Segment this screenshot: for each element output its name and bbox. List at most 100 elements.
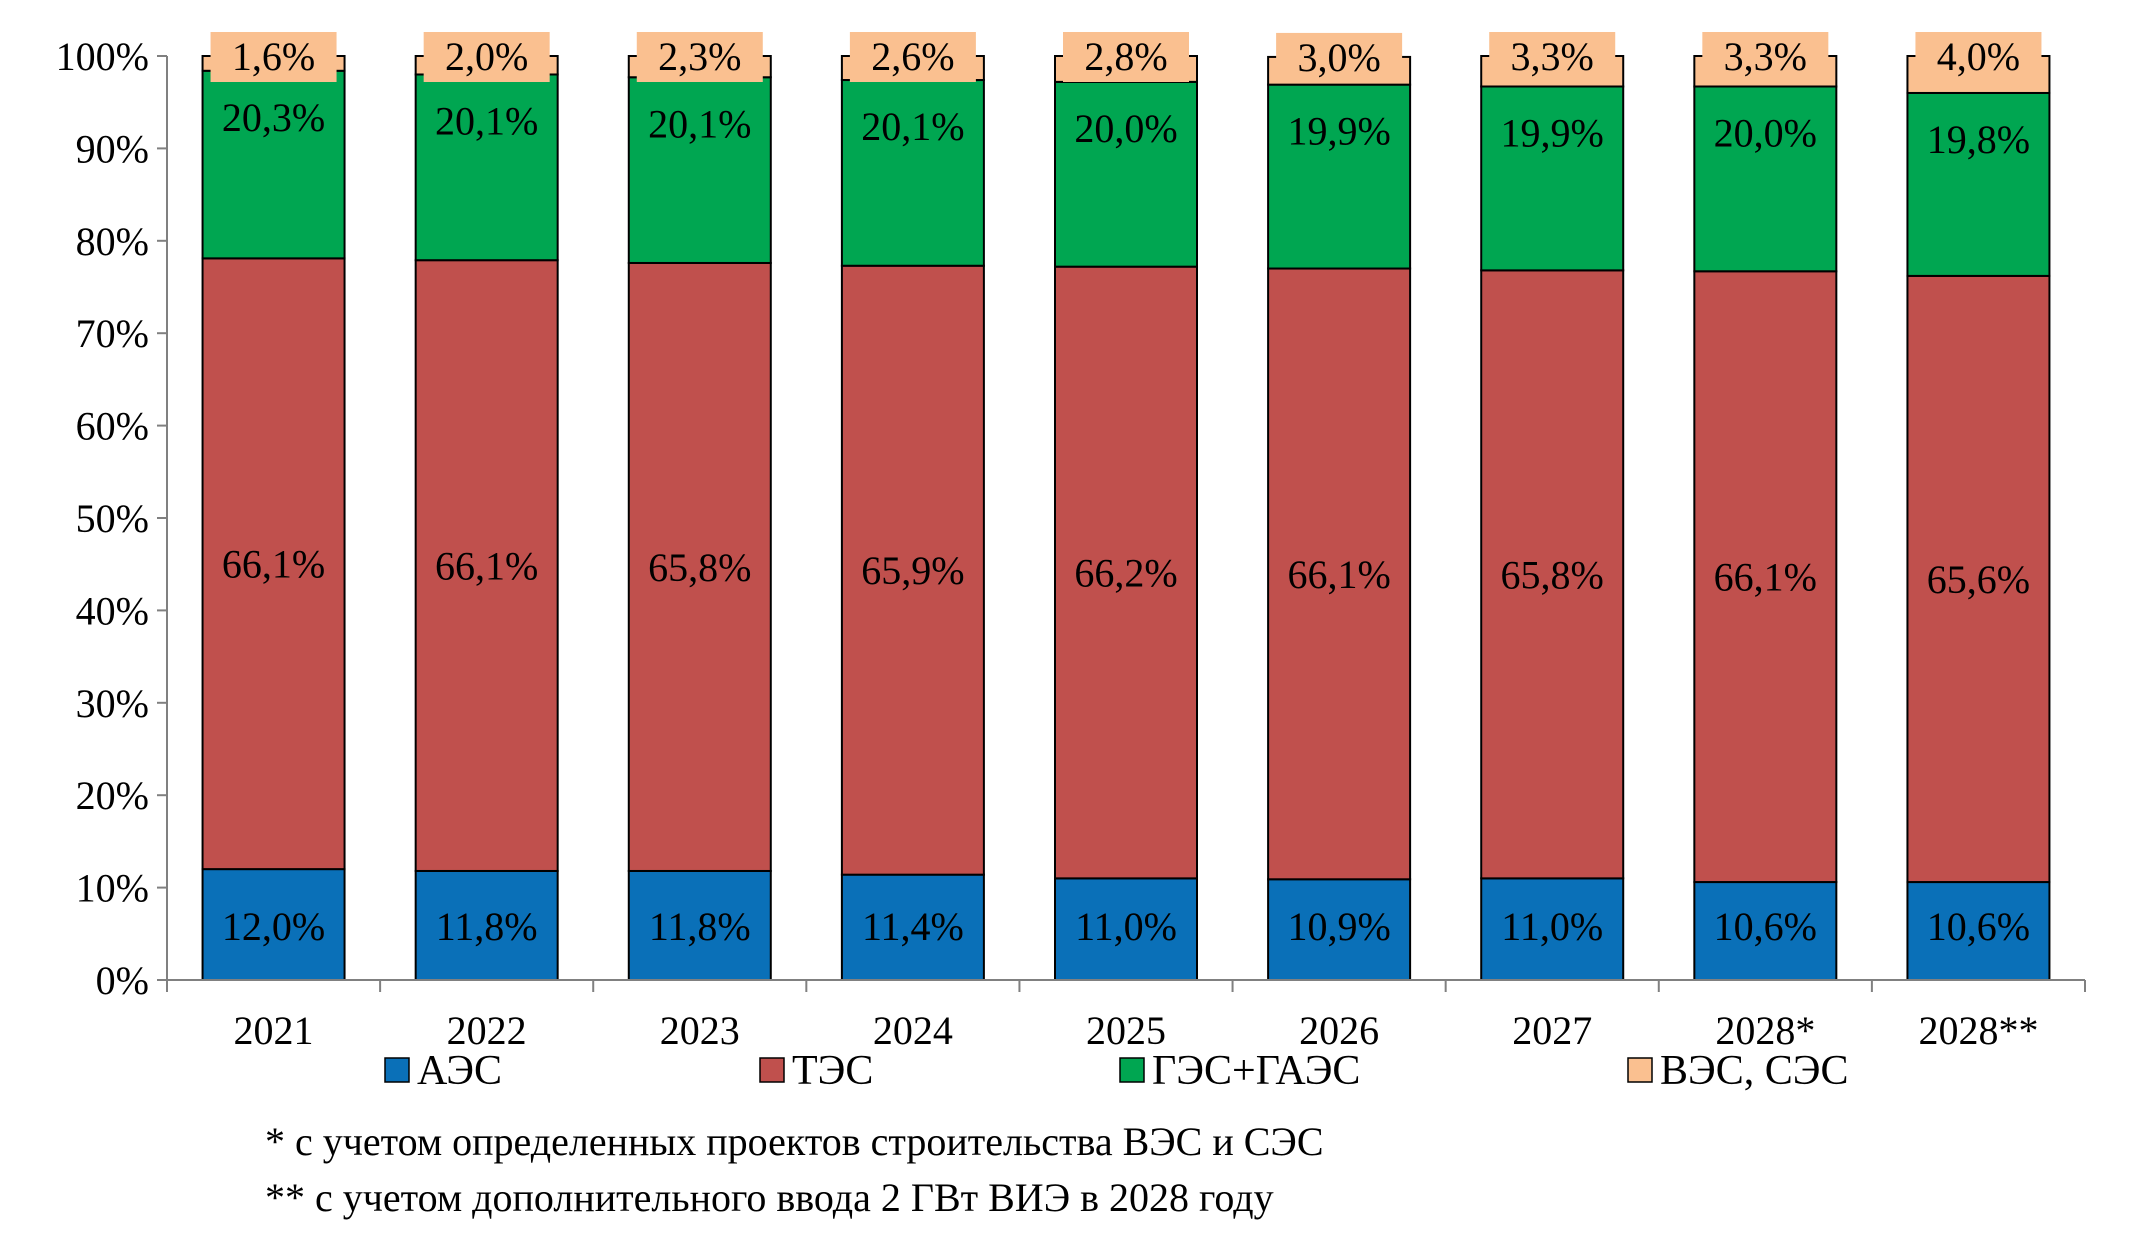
- bar-segment: [627, 76, 772, 264]
- bar-segment: [1267, 878, 1412, 981]
- data-label-box: [210, 32, 337, 82]
- data-label: 65,9%: [861, 548, 964, 593]
- x-tick-label: 2028**: [1918, 1008, 2038, 1053]
- data-label: 11,8%: [649, 904, 751, 949]
- data-label: 66,2%: [1074, 551, 1177, 596]
- data-label: 12,0%: [222, 904, 325, 949]
- data-label-box: [1063, 32, 1189, 82]
- y-tick-label: 50%: [76, 496, 149, 541]
- data-label: 19,8%: [1927, 117, 2030, 162]
- bar-segment: [1906, 274, 2051, 884]
- bar-segment: [1054, 877, 1198, 981]
- data-label-box: [849, 32, 976, 82]
- bar-segment: [1693, 85, 1838, 273]
- data-label: 3,3%: [1724, 34, 1807, 79]
- legend-swatch: [759, 1057, 785, 1083]
- legend-label: ВЭС, СЭС: [1660, 1048, 1849, 1094]
- x-tick-label: 2028*: [1715, 1008, 1815, 1053]
- segment-labels-layer: 12,0% 66,1% 20,3% 1,6% 11,8% 66,1% 20,1% 2,0% 11…: [210, 32, 2042, 949]
- data-label-box: [636, 32, 763, 82]
- legend-swatch: [384, 1057, 410, 1083]
- data-label-box: [1702, 32, 1829, 82]
- data-label: 20,1%: [861, 104, 964, 149]
- x-tick-label: 2027: [1512, 1008, 1592, 1053]
- bar-segment: [1480, 85, 1625, 272]
- data-label: 1,6%: [232, 34, 315, 79]
- data-label: 65,8%: [1501, 552, 1604, 597]
- bar-segment: [627, 869, 772, 982]
- data-label: 11,0%: [1075, 904, 1177, 949]
- x-tick-label: 2022: [447, 1008, 527, 1053]
- y-tick-label: 0%: [96, 958, 149, 1003]
- x-tick-label: 2023: [660, 1008, 740, 1053]
- legend-swatch: [1119, 1057, 1145, 1083]
- legend-label: ТЭС: [792, 1048, 873, 1094]
- x-tick-label: 2021: [234, 1008, 314, 1053]
- data-label: 65,8%: [648, 545, 751, 590]
- data-label: 11,8%: [436, 904, 538, 949]
- bar-segment: [201, 868, 346, 981]
- legend-label: ГЭС+ГАЭС: [1152, 1048, 1360, 1094]
- data-label: 20,3%: [222, 95, 325, 140]
- data-label: 65,6%: [1927, 557, 2030, 602]
- data-label: 2,3%: [658, 34, 741, 79]
- data-label: 66,1%: [1287, 552, 1390, 597]
- bar-segment: [1054, 265, 1198, 880]
- data-label: 3,3%: [1511, 34, 1594, 79]
- bar-segment: [1480, 269, 1625, 880]
- data-label: 66,1%: [1714, 555, 1817, 600]
- y-tick-label: 100%: [56, 34, 149, 79]
- footnote-1: * с учетом определенных проектов строите…: [265, 1119, 1324, 1164]
- data-label: 4,0%: [1937, 34, 2020, 79]
- data-label: 3,0%: [1297, 35, 1380, 80]
- bar-segment: [414, 259, 559, 872]
- y-tick-label: 90%: [76, 126, 149, 171]
- x-tick-label: 2026: [1299, 1008, 1379, 1053]
- data-label: 2,0%: [445, 34, 528, 79]
- bars-layer: [201, 55, 2051, 982]
- data-label: 20,1%: [435, 98, 538, 143]
- y-tick-label: 70%: [76, 311, 149, 356]
- bar-segment: [1480, 877, 1625, 981]
- data-label: 66,1%: [222, 542, 325, 587]
- legend: АЭС ТЭС ГЭС+ГАЭС ВЭС, СЭС: [384, 1048, 1849, 1094]
- y-tick-label: 40%: [76, 588, 149, 633]
- y-tick-label: 80%: [76, 219, 149, 264]
- legend-swatch: [1627, 1057, 1653, 1083]
- data-label: 20,0%: [1074, 106, 1177, 151]
- data-label: 20,1%: [648, 101, 751, 146]
- data-label: 11,0%: [1501, 904, 1603, 949]
- legend-label: АЭС: [417, 1048, 502, 1094]
- y-tick-label: 20%: [76, 773, 149, 818]
- x-tick-label: 2025: [1086, 1008, 1166, 1053]
- x-tick-label: 2024: [873, 1008, 953, 1053]
- y-tick-label: 30%: [76, 681, 149, 726]
- data-label: 10,9%: [1287, 904, 1390, 949]
- y-tick-label: 10%: [76, 866, 149, 911]
- data-label: 11,4%: [862, 904, 964, 949]
- data-label: 10,6%: [1927, 904, 2030, 949]
- bar-segment: [201, 257, 346, 871]
- bar-segment: [1267, 83, 1412, 270]
- bar-segment: [1267, 267, 1412, 881]
- axes-layer: 0% 10% 20% 30% 40% 50% 60% 70% 80% 90% 100% 2021 202…: [56, 34, 2086, 1053]
- bar-segment: [1693, 881, 1838, 982]
- bar-segment: [627, 261, 772, 872]
- data-label: 10,6%: [1714, 904, 1817, 949]
- data-label-box: [1276, 32, 1403, 83]
- data-label: 19,9%: [1287, 109, 1390, 154]
- data-label: 19,9%: [1501, 110, 1604, 155]
- data-label: 20,0%: [1714, 110, 1817, 155]
- bar-segment: [414, 73, 559, 262]
- bar-segment: [840, 79, 985, 267]
- bar-segment: [1693, 270, 1838, 884]
- data-label-box: [1489, 32, 1616, 82]
- data-label: 66,1%: [435, 544, 538, 589]
- footnote-2: ** с учетом дополнительного ввода 2 ГВт …: [265, 1175, 1274, 1220]
- data-label-box: [1915, 32, 2042, 82]
- y-tick-label: 60%: [76, 404, 149, 449]
- data-label-box: [423, 32, 550, 82]
- data-label: 2,8%: [1084, 34, 1167, 79]
- data-label: 2,6%: [871, 34, 954, 79]
